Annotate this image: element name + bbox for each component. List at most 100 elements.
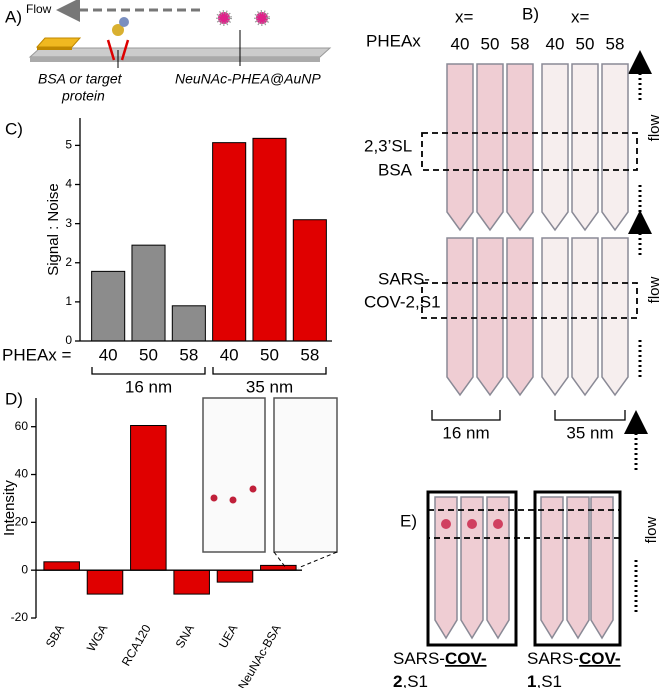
caption-part: SARS- (393, 649, 445, 668)
panel-label: B) (522, 4, 539, 23)
inset-photo (202, 397, 266, 553)
caption: 1,S1 (527, 672, 562, 688)
x-tick-label: 40 (220, 345, 239, 364)
strip-photo (601, 237, 629, 397)
y-tick-label: 4 (65, 177, 72, 191)
bracket (431, 410, 626, 421)
y-tick-label: -20 (11, 610, 29, 624)
x-tick-label: 58 (179, 345, 198, 364)
protein-line (106, 39, 130, 61)
column-label: 58 (511, 34, 530, 53)
caption: SARS-COV- (393, 649, 487, 668)
x-tick-label: NeuNAc-BSA (235, 622, 283, 688)
strip-photo (601, 63, 629, 232)
row-label: COV-2,S1 (364, 292, 441, 311)
caption-part: COV- (445, 649, 487, 668)
column-label: 50 (481, 34, 500, 53)
group-bracket (212, 367, 327, 375)
strip-photo (590, 496, 614, 640)
panel-b: B) x= x= PHEAx 2,3’SL BSA SARS- COV-2,S1… (364, 4, 663, 442)
caption: protein (61, 88, 105, 104)
flow-label: flow (646, 115, 663, 142)
column-label: 58 (606, 34, 625, 53)
flow-label: Flow (26, 2, 52, 16)
spot (210, 494, 218, 502)
bar (130, 425, 167, 571)
y-tick-label: 0 (65, 333, 72, 347)
x-tick-label: 40 (99, 345, 118, 364)
bar (91, 270, 126, 342)
panel-label: A) (5, 7, 22, 26)
caption-part: 2 (393, 672, 402, 688)
strip-photo (540, 496, 564, 640)
strip-photo (506, 237, 534, 397)
bar (212, 142, 247, 342)
group-label: 35 nm (246, 377, 293, 396)
caption-part: ,S1 (402, 672, 428, 688)
inset-photo (273, 397, 338, 553)
strip-photo (476, 237, 504, 397)
caption-part: 1 (527, 672, 536, 688)
panel-a: A) Flow BSA or target protein NeuNAc-PHE… (5, 0, 332, 104)
y-tick-label: 0 (21, 562, 28, 576)
bar (173, 569, 210, 595)
x-prefix: PHEAx = (2, 345, 72, 364)
caption: BSA or target (38, 71, 123, 87)
panel-label: C) (5, 119, 23, 138)
x-tick-label: WGA (84, 622, 110, 654)
panel-label: E) (400, 511, 417, 530)
test-line-box (421, 282, 638, 319)
protein-icon (119, 17, 129, 27)
row-label: SARS- (378, 269, 430, 288)
column-label: 40 (451, 34, 470, 53)
spot (249, 485, 257, 493)
caption-part: ,S1 (536, 672, 562, 688)
strip-photo (541, 63, 569, 232)
x-tick-label: RCA120 (119, 622, 154, 669)
y-tick-label: 1 (65, 294, 72, 308)
group-label: 35 nm (566, 423, 613, 442)
flow-label: flow (646, 277, 663, 304)
x-tick-label: SBA (43, 622, 67, 650)
nanoparticle (216, 10, 232, 26)
y-tick-label: 2 (65, 255, 72, 269)
strip-photo (460, 496, 484, 640)
bar (171, 305, 206, 342)
bar (252, 137, 287, 342)
y-axis-label: Intensity (1, 480, 18, 536)
column-label: 40 (546, 34, 565, 53)
x-tick-label: SNA (173, 622, 197, 650)
row-label: BSA (378, 160, 413, 179)
flow-label: flow (643, 517, 660, 544)
caption-part: SARS- (527, 649, 579, 668)
strip-photo (566, 496, 590, 640)
strip-photo (541, 237, 569, 397)
x-label: x= (571, 7, 590, 26)
nanoparticle (254, 10, 270, 26)
x-tick-label: 58 (300, 345, 319, 364)
x-tick-label: UEA (216, 622, 240, 650)
caption-part: COV- (579, 649, 621, 668)
panel-label: D) (5, 389, 23, 408)
spot (229, 496, 237, 504)
strip-photo (476, 63, 504, 232)
protein-icon (112, 24, 124, 36)
bar (131, 244, 166, 342)
group-label: 16 nm (442, 423, 489, 442)
panel-d-insets (202, 397, 338, 569)
test-line-box (421, 132, 638, 171)
strip-photo (446, 237, 474, 397)
strip-photo (486, 496, 510, 640)
strip-photo (571, 63, 599, 232)
test-line-box (427, 509, 621, 539)
pheax-label: PHEAx (366, 31, 421, 50)
y-tick-label: 60 (15, 419, 29, 433)
bar (216, 569, 254, 583)
strip-photo (434, 496, 458, 640)
caption: 2,S1 (393, 672, 428, 688)
spot (467, 519, 477, 529)
bar (292, 219, 327, 342)
bar (86, 569, 124, 595)
group-bracket (91, 367, 206, 375)
